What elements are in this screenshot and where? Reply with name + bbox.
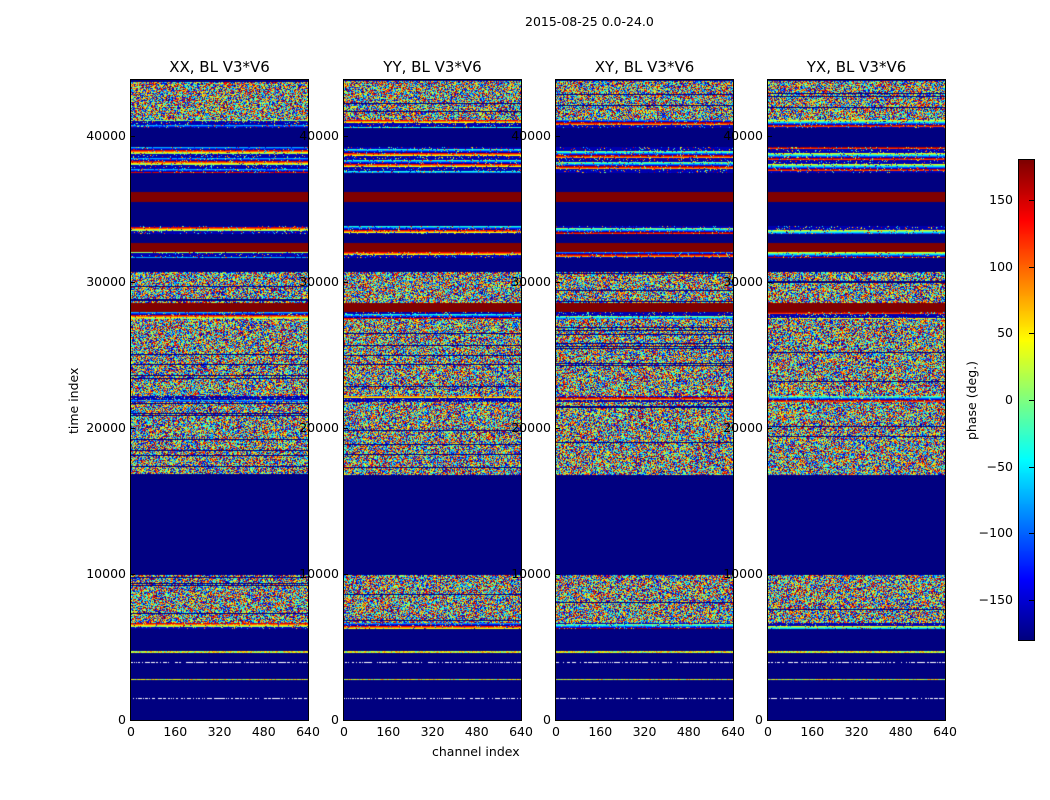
y-tick-label: 10000: [723, 566, 763, 581]
x-tick-label: 0: [127, 724, 135, 739]
y-tick-label: 20000: [299, 420, 339, 435]
y-tick-label: 20000: [723, 420, 763, 435]
panel-title: XX, BL V3*V6: [169, 58, 270, 76]
colorbar-tick: [1029, 533, 1034, 535]
colorbar-tick-label: 100: [989, 258, 1013, 274]
y-tick: [768, 574, 772, 575]
y-tick: [556, 282, 560, 283]
heatmap-panel-1: [343, 79, 522, 721]
y-tick-label: 30000: [511, 274, 551, 289]
colorbar-tick-label: −150: [978, 592, 1013, 607]
y-tick-label: 20000: [86, 420, 126, 435]
colorbar-tick: [1029, 400, 1034, 401]
colorbar-tick: [1029, 266, 1034, 268]
y-tick-label: 10000: [299, 566, 339, 581]
panel-title: XY, BL V3*V6: [594, 58, 695, 76]
figure-title: 2015-08-25 0.0-24.0: [525, 14, 654, 29]
colorbar-tick-label: 50: [997, 325, 1013, 341]
y-tick-label: 30000: [299, 274, 339, 289]
x-tick-label: 0: [340, 724, 348, 739]
y-tick-label: 0: [331, 712, 339, 727]
y-tick: [768, 136, 772, 137]
x-tick-label: 480: [676, 724, 701, 739]
heatmap-panel-3: [767, 79, 946, 721]
colorbar-tick-label: −100: [978, 525, 1013, 541]
y-tick-label: 0: [118, 712, 126, 727]
y-tick: [344, 428, 348, 429]
x-tick-label: 640: [509, 724, 533, 739]
y-tick: [556, 720, 560, 721]
x-tick-label: 160: [588, 724, 613, 739]
y-tick-label: 0: [755, 712, 763, 727]
y-tick: [768, 428, 772, 429]
y-tick: [344, 282, 348, 283]
y-tick: [131, 428, 135, 429]
colorbar-tick: [1029, 466, 1034, 468]
colorbar-tick: [1029, 600, 1034, 601]
heatmap-panel-2: [555, 79, 734, 721]
y-tick: [344, 720, 348, 721]
y-tick: [768, 720, 772, 721]
y-tick: [131, 282, 135, 283]
colorbar-tick: [1029, 333, 1034, 335]
y-tick: [556, 136, 560, 137]
x-tick-label: 480: [464, 724, 489, 739]
x-tick-label: 320: [632, 724, 657, 739]
y-tick-label: 40000: [86, 128, 126, 143]
y-tick: [131, 136, 135, 137]
x-tick-label: 640: [933, 724, 957, 739]
colorbar: [1018, 159, 1035, 641]
panel-title: YY, BL V3*V6: [383, 58, 482, 76]
x-tick-label: 480: [888, 724, 913, 739]
y-tick-label: 10000: [86, 566, 126, 581]
y-tick: [131, 574, 135, 575]
colorbar-tick-label: 0: [1005, 392, 1013, 407]
y-tick-label: 40000: [723, 128, 763, 143]
y-tick-label: 30000: [723, 274, 763, 289]
x-tick-label: 160: [163, 724, 188, 739]
y-tick-label: 0: [543, 712, 551, 727]
y-tick-label: 40000: [511, 128, 551, 143]
y-tick: [556, 574, 560, 575]
panel-title: YX, BL V3*V6: [806, 58, 907, 76]
y-tick: [344, 574, 348, 575]
y-tick: [556, 428, 560, 429]
y-tick-label: 30000: [86, 274, 126, 289]
x-tick-label: 640: [296, 724, 320, 739]
x-tick-label: 640: [721, 724, 745, 739]
colorbar-tick-label: 150: [989, 192, 1013, 207]
y-tick-label: 40000: [299, 128, 339, 143]
y-tick-label: 10000: [511, 566, 551, 581]
x-tick-label: 0: [552, 724, 560, 739]
colorbar-tick-label: −50: [986, 458, 1013, 474]
x-tick-label: 160: [376, 724, 401, 739]
y-tick: [768, 282, 772, 283]
heatmap-panel-0: [130, 79, 309, 721]
x-tick-label: 0: [764, 724, 772, 739]
x-tick-label: 160: [800, 724, 825, 739]
x-axis-label: channel index: [432, 744, 520, 759]
colorbar-tick: [1029, 200, 1034, 201]
x-tick-label: 320: [420, 724, 445, 739]
x-tick-label: 320: [844, 724, 869, 739]
x-tick-label: 480: [251, 724, 276, 739]
y-tick: [344, 136, 348, 137]
x-tick-label: 320: [207, 724, 232, 739]
y-tick-label: 20000: [511, 420, 551, 435]
y-tick: [131, 720, 135, 721]
